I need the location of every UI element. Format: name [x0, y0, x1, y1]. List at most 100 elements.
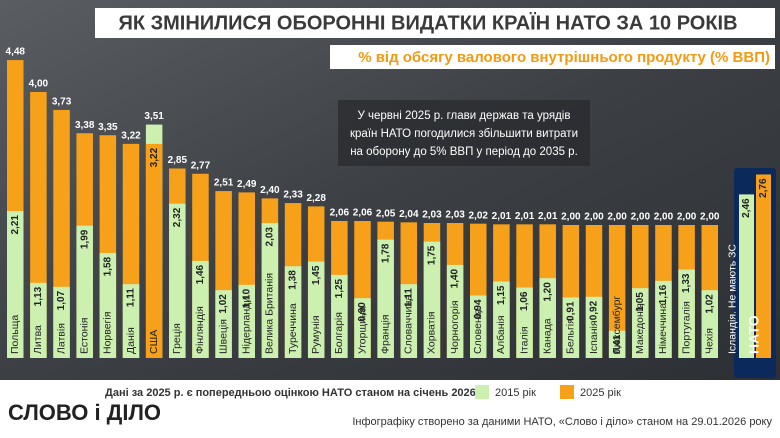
bar: [608, 330, 626, 358]
x-tick-label: Румунія: [310, 315, 322, 354]
annotation: країн НАТО погодилися збільшити витрати: [350, 128, 578, 140]
annotation: на оборону до 5% ВВП у період до 2035 р.: [350, 146, 578, 158]
value-label: 1,10: [241, 288, 252, 308]
value-label: 3,73: [52, 97, 72, 108]
value-label: 2,77: [191, 160, 211, 171]
bar: [307, 261, 325, 358]
bar: [377, 239, 394, 358]
bar: [261, 223, 279, 358]
bar: [284, 266, 302, 358]
value-label: 0,94: [473, 299, 484, 319]
x-tick-label: Ісландія. Не мають ЗС: [727, 244, 739, 354]
value-label: 0,91: [565, 301, 576, 321]
bar: [608, 225, 626, 358]
bar: [678, 269, 695, 358]
legend-label: 2015 рік: [495, 387, 536, 399]
subtitle: % від обсягу валового внутрішнього проду…: [358, 49, 770, 66]
value-label: 2,02: [469, 210, 489, 221]
value-label: 1,99: [79, 229, 90, 249]
x-tick-label: Чехія: [704, 328, 716, 354]
annotation: У червні 2025 р. глави держав та урядів: [358, 110, 571, 122]
bar: [701, 290, 718, 358]
x-tick-label: Франція: [379, 315, 391, 355]
value-label: 1,38: [288, 270, 299, 290]
value-label: 2,00: [700, 212, 720, 223]
value-label: 1,78: [380, 243, 391, 263]
value-label: 2,01: [538, 211, 558, 222]
value-label: 2,00: [654, 212, 674, 223]
value-label: 1,16: [658, 284, 669, 304]
value-label: 1,07: [56, 290, 67, 310]
bar: [169, 203, 186, 358]
value-label: 2,03: [422, 210, 442, 221]
annotation-box: [338, 100, 590, 166]
value-label: 2,00: [584, 212, 604, 223]
value-label: 1,06: [519, 291, 530, 311]
x-tick-label: Данія: [125, 327, 137, 354]
x-tick-label: Хорватія: [426, 312, 438, 354]
subtitle-ribbon: [330, 45, 775, 69]
bar: [354, 298, 371, 358]
bar: [423, 241, 441, 358]
value-label: 2,04: [399, 209, 419, 220]
bar: [632, 288, 649, 358]
x-tick-label: Італія: [518, 326, 530, 354]
x-tick-label: Естонія: [78, 318, 90, 354]
x-tick-label: Фінляндія: [194, 306, 206, 354]
bar: [539, 278, 556, 358]
value-label: 0,90: [357, 302, 368, 322]
x-tick-label: Нідерланди: [241, 297, 253, 354]
value-label: 2,03: [265, 227, 276, 247]
value-label: 2,46: [741, 198, 752, 218]
value-label: 2,32: [172, 207, 183, 227]
bar: [145, 143, 163, 358]
value-label: 3,38: [75, 120, 95, 131]
x-tick-label: Словаччина: [403, 295, 415, 354]
value-label: 2,21: [10, 215, 21, 235]
source: Інфографіку створено за даними НАТО, «Сл…: [352, 416, 772, 428]
bar: [238, 284, 255, 358]
value-label: 0,41: [612, 334, 623, 354]
bar: [7, 211, 24, 358]
value-label: 1,13: [33, 286, 44, 306]
x-tick-label: Литва: [32, 325, 44, 354]
logo: СЛОВО і ДІЛО: [8, 400, 161, 425]
x-tick-label: Чорногорія: [449, 300, 461, 354]
value-label: 2,06: [330, 208, 350, 219]
value-label: 2,85: [168, 155, 188, 166]
value-label: 1,25: [334, 278, 345, 298]
bar: [562, 297, 580, 358]
bar: [516, 287, 533, 358]
value-label: 3,22: [149, 147, 160, 167]
bar: [585, 296, 603, 358]
value-label: 1,02: [218, 294, 229, 314]
legend-swatch: [560, 385, 574, 399]
value-label: 1,45: [311, 265, 322, 285]
value-label: 4,00: [29, 79, 49, 90]
footer-background: [0, 380, 780, 438]
bar: [446, 264, 464, 358]
value-label: 2,33: [283, 190, 303, 201]
value-label: 2,01: [515, 211, 535, 222]
value-label: 1,75: [427, 245, 438, 265]
value-label: 1,58: [102, 256, 113, 276]
x-tick-label: Македонія: [634, 303, 646, 354]
x-tick-label: Польща: [9, 315, 21, 354]
bar: [30, 282, 47, 358]
x-tick-label: Болгарія: [333, 312, 345, 354]
value-label: 1,40: [450, 268, 461, 288]
legend-swatch: [475, 385, 489, 399]
bar: [739, 194, 754, 358]
bar: [192, 260, 209, 358]
title-ribbon: [95, 8, 775, 38]
value-label: 2,00: [677, 212, 697, 223]
value-label: 4,48: [6, 47, 26, 58]
x-tick-label: Латвія: [55, 323, 67, 354]
x-tick-label: Словенія: [472, 309, 484, 354]
value-label: 1,20: [542, 282, 553, 302]
value-label: 2,03: [445, 210, 465, 221]
value-label: 2,76: [758, 178, 769, 198]
x-tick-label: Норвегія: [102, 312, 114, 354]
value-label: 2,51: [214, 178, 234, 189]
